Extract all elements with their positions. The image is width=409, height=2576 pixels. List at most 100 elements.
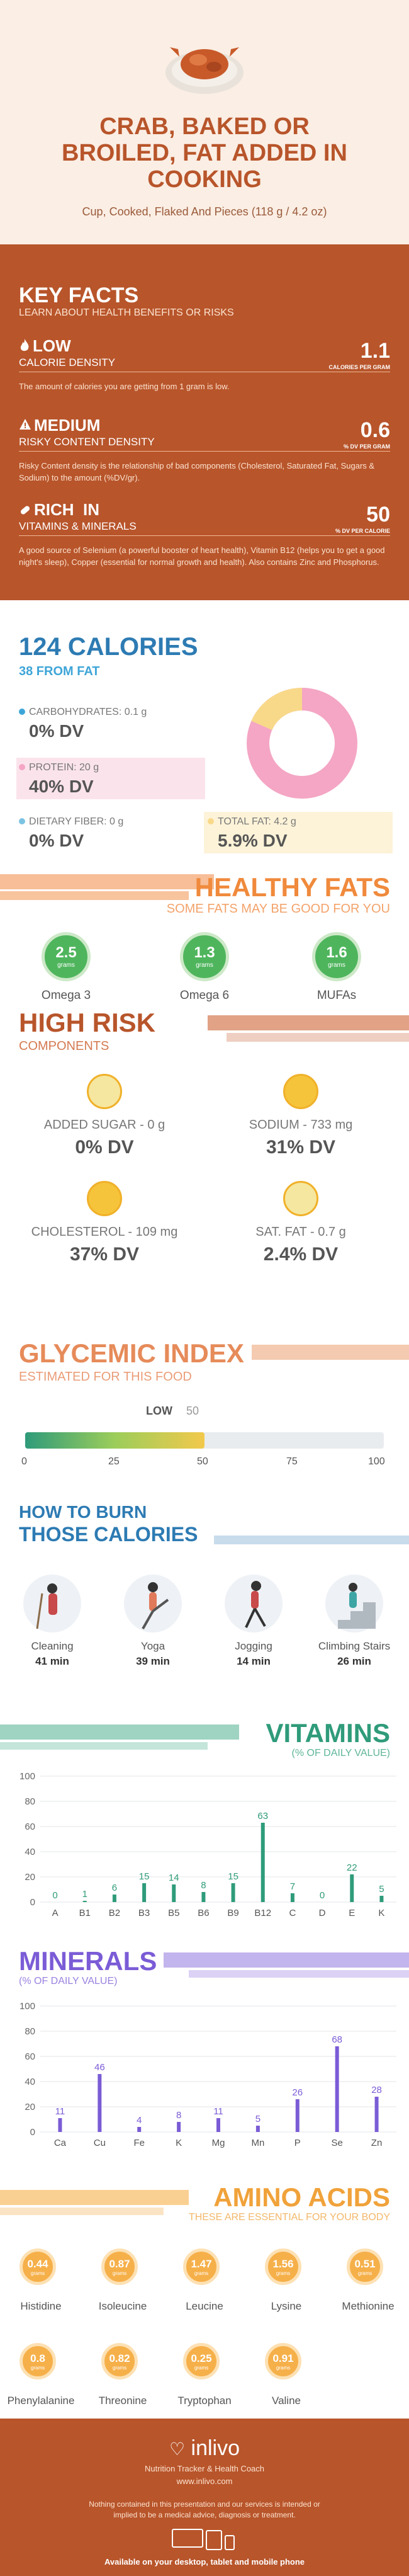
amino-value: 0.82 [109, 2352, 130, 2364]
activity-stairs: Climbing Stairs 26 min [310, 1575, 398, 1668]
vitamin-bar-b1 [82, 1901, 87, 1902]
activity-cleaning: Cleaning 41 min [8, 1575, 96, 1668]
pill-icon [19, 504, 31, 520]
mufas-label: MUFAs [317, 989, 357, 1002]
vitamin-bar-b2 [112, 1895, 116, 1902]
omega3-badge: 2.5 grams [42, 932, 91, 981]
amino-unit: grams [112, 2365, 127, 2371]
vitamin-bar-e [350, 1874, 354, 1902]
vitamin-value-label: 22 [347, 1862, 357, 1873]
calories-donut-chart [247, 688, 357, 799]
mineral-bar-se [335, 2046, 339, 2132]
vitamin-bar-b12 [261, 1823, 265, 1902]
mineral-bar-mg [216, 2118, 220, 2132]
vitamin-bar-b9 [231, 1883, 235, 1902]
mineral-category-label: Se [331, 2138, 342, 2148]
glycemic-subtitle: ESTIMATED FOR THIS FOOD [19, 1370, 192, 1384]
vitamin-category-label: B2 [109, 1908, 120, 1918]
vitamin-bar-b6 [201, 1892, 206, 1902]
vitamin-value-label: 0 [52, 1890, 57, 1901]
amino-value: 0.44 [27, 2258, 48, 2270]
heart-logo-icon: ♡ [169, 2439, 186, 2459]
omega3-label: Omega 3 [41, 989, 91, 1002]
mineral-bar-p [295, 2099, 300, 2132]
amino-badge-methionine: 0.51 grams [347, 2248, 383, 2285]
mineral-ytick-label: 20 [25, 2102, 35, 2112]
added-sugar-smiley-icon [87, 1074, 122, 1109]
healthy-fats-title: HEALTHY FATS [194, 872, 390, 902]
mineral-bar-fe [137, 2127, 142, 2132]
mineral-ytick-label: 0 [30, 2127, 35, 2138]
calories-from-fat: 38 FROM FAT [19, 664, 100, 678]
omega6-label: Omega 6 [179, 989, 230, 1002]
protein-label: PROTEIN: 20 g [19, 762, 99, 773]
amino-name-threonine: Threonine [98, 2395, 147, 2407]
amino-name-isoleucine: Isoleucine [98, 2300, 147, 2312]
header-section: CRAB, BAKED OR BROILED, FAT ADDED IN COO… [0, 0, 409, 244]
vitamin-category-label: C [289, 1908, 296, 1918]
amino-name-valine: Valine [272, 2395, 301, 2407]
amino-badge-phenylalanine: 0.8 grams [20, 2343, 56, 2379]
amino-badge-leucine: 1.47 grams [183, 2248, 220, 2285]
amino-unit: grams [276, 2271, 291, 2276]
mineral-value-label: 11 [55, 2106, 65, 2117]
amino-unit: grams [194, 2271, 209, 2276]
amino-name-methionine: Methionine [342, 2300, 395, 2312]
burn-title-2: THOSE CALORIES [19, 1523, 198, 1546]
sodium-smiley-icon [283, 1074, 318, 1109]
amino-badge-isoleucine: 0.87 grams [101, 2248, 138, 2285]
footer-url[interactable]: www.inlivo.com [176, 2476, 233, 2486]
amino-unit: grams [276, 2365, 291, 2371]
amino-badge-threonine: 0.82 grams [101, 2343, 138, 2379]
vitamin-value-label: 5 [379, 1884, 384, 1895]
yoga-icon [124, 1575, 182, 1633]
mineral-category-label: K [176, 2138, 182, 2148]
cholesterol-smiley-icon [87, 1181, 122, 1216]
amino-badge-valine: 0.91 grams [265, 2343, 301, 2379]
carbs-label: CARBOHYDRATES: 0.1 g [19, 707, 147, 718]
fat-dv: 5.9% DV [218, 831, 288, 850]
vitamins-subtitle: (% OF DAILY VALUE) [291, 1748, 390, 1758]
mineral-value-label: 28 [371, 2085, 382, 2095]
amino-unit: grams [30, 2271, 45, 2276]
mineral-bar-cu [98, 2074, 102, 2132]
vitamin-value-label: 1 [82, 1889, 87, 1900]
activity-jogging: Jogging 14 min [210, 1575, 298, 1668]
vitamin-bar-b5 [172, 1884, 176, 1902]
high-risk-subtitle: COMPONENTS [19, 1039, 109, 1053]
mineral-category-label: P [294, 2138, 301, 2148]
key-facts-title: KEY FACTS [19, 283, 139, 307]
vitamin-value-label: 63 [257, 1811, 268, 1821]
vitamin-value-label: 6 [112, 1883, 117, 1893]
vitamin-category-label: A [52, 1908, 59, 1918]
mineral-category-label: Cu [94, 2138, 106, 2148]
footer-section: ♡ inlivo Nutrition Tracker & Health Coac… [0, 2419, 409, 2576]
mineral-category-label: Mg [212, 2138, 225, 2148]
calories-title: 124 CALORIES [19, 633, 198, 661]
fat-label: TOTAL FAT: 4.2 g [208, 816, 296, 828]
page-title: CRAB, BAKED OR BROILED, FAT ADDED IN COO… [62, 113, 347, 193]
omega6-badge: 1.3 grams [180, 932, 229, 981]
cholesterol-dv: 37% DV [69, 1244, 140, 1265]
amino-value: 1.47 [191, 2258, 212, 2270]
amino-subtitle: THESE ARE ESSENTIAL FOR YOUR BODY [188, 2212, 390, 2223]
amino-title: AMINO ACIDS [213, 2182, 390, 2212]
amino-badge-tryptophan: 0.25 grams [183, 2343, 220, 2379]
mineral-value-label: 8 [176, 2110, 181, 2121]
vitamin-category-label: B5 [168, 1908, 179, 1918]
crab-dish-image [165, 47, 244, 94]
vitamin-value-label: 7 [290, 1881, 295, 1892]
mineral-bar-zn [374, 2097, 379, 2132]
vitamin-ytick-label: 100 [20, 1771, 35, 1782]
key-facts-subtitle: LEARN ABOUT HEALTH BENEFITS OR RISKS [19, 307, 234, 318]
stairs-icon [325, 1575, 383, 1633]
flame-icon [19, 339, 30, 353]
mineral-value-label: 11 [213, 2106, 223, 2117]
glycemic-level: LOW [146, 1405, 172, 1417]
burn-title-1: HOW TO BURN [19, 1502, 147, 1522]
high-risk-title: HIGH RISK [19, 1008, 156, 1037]
mineral-bar-k [177, 2122, 181, 2132]
vitamin-ytick-label: 20 [25, 1872, 35, 1883]
vitamin-ytick-label: 80 [25, 1796, 35, 1807]
mineral-bar-mn [255, 2126, 260, 2132]
